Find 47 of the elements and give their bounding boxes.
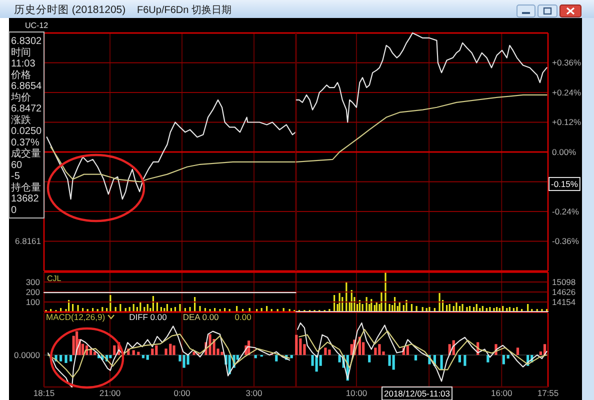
- chart-title: MACD(12,26,9): [46, 312, 106, 322]
- text: -5: [11, 171, 20, 182]
- chart-subtitle: F6Up/F6Dn 切换日期: [137, 4, 232, 16]
- text: UC-12: [25, 21, 49, 30]
- x-tick-label: 21:00: [99, 388, 121, 398]
- text: 6.8654: [11, 81, 42, 92]
- x-tick-label: 10:00: [346, 388, 368, 398]
- x-tick-label: 17:55: [537, 388, 559, 398]
- text: 0.37%: [11, 137, 40, 148]
- annotation: 0.00: [234, 312, 252, 322]
- y-tick-label: 0.00%: [552, 146, 577, 157]
- x-tick-label: 16:00: [490, 388, 513, 398]
- text: 持仓量: [11, 181, 41, 194]
- text: 6.8161: [15, 236, 42, 246]
- text: -0.15%: [551, 178, 578, 189]
- y-tick-label: +0.24%: [552, 87, 582, 98]
- text: 0: [11, 205, 17, 216]
- y-tick-label: 200: [26, 286, 40, 297]
- text: 6.8302: [11, 36, 42, 47]
- y-tick-label: 300: [26, 276, 40, 287]
- chart-title: 历史分时图 (20181205): [14, 3, 126, 16]
- x-tick-label: 0:00: [174, 388, 191, 398]
- text: 0.0250: [11, 126, 42, 138]
- text: 2018/12/05-11:03: [384, 388, 450, 398]
- text: 60: [11, 160, 23, 171]
- x-tick-label: 3:00: [246, 388, 263, 398]
- text: 价格: [10, 68, 31, 81]
- y-tick-label: +0.12%: [552, 117, 582, 128]
- y-tick-label: 15098: [552, 276, 576, 287]
- y-tick-label: 14626: [552, 286, 576, 297]
- chart-title: CJL: [47, 274, 62, 283]
- text: 13682: [11, 194, 40, 205]
- text: 成交量: [11, 148, 41, 160]
- text: 时间: [11, 46, 31, 58]
- text: 6.8472: [11, 104, 42, 115]
- y-tick-label: -0.24%: [552, 206, 580, 216]
- y-tick-label: 14154: [552, 296, 576, 307]
- x-tick-label: 18:15: [33, 388, 55, 398]
- y-tick-label: -0.36%: [552, 236, 580, 246]
- text: 11:03: [11, 58, 36, 70]
- series-label: DEA 0.00: [182, 312, 220, 322]
- y-tick-label: 100: [26, 296, 40, 307]
- series-label: DIFF 0.00: [129, 312, 168, 322]
- text: 涨跌: [11, 114, 31, 126]
- text: 均价: [10, 91, 31, 104]
- y-tick-label: +0.36%: [552, 58, 582, 68]
- ref-line-label: 0.0000: [14, 350, 40, 360]
